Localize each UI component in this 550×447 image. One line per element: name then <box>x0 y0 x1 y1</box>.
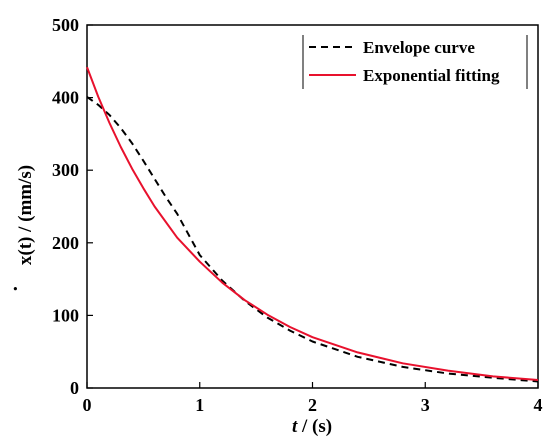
y-axis-label: · x(t) / (mm/s) <box>5 165 36 292</box>
series-line-exponential <box>86 66 539 381</box>
legend: Envelope curve Exponential fitting <box>302 35 528 89</box>
x-tick-label: 4 <box>534 395 543 415</box>
x-axis-label: t / (s) <box>292 416 332 437</box>
legend-label-exponential: Exponential fitting <box>363 66 500 85</box>
x-tick-label: 2 <box>308 395 317 415</box>
x-tick-label: 0 <box>83 395 92 415</box>
series-line-envelope <box>86 96 539 383</box>
y-tick-label: 300 <box>52 160 79 180</box>
y-axis-label-dot: · <box>5 285 27 292</box>
legend-label-envelope: Envelope curve <box>363 38 475 57</box>
y-tick-label: 500 <box>52 15 79 35</box>
y-axis-ticks: 0 100 200 300 400 500 <box>52 15 93 398</box>
y-axis-label-text: x(t) / (mm/s) <box>15 165 36 265</box>
x-axis-ticks: 0 1 2 3 4 <box>83 382 543 415</box>
series-layer <box>86 66 539 383</box>
y-tick-label: 0 <box>70 378 79 398</box>
x-tick-label: 3 <box>421 395 430 415</box>
x-tick-label: 1 <box>195 395 204 415</box>
y-tick-label: 400 <box>52 88 79 108</box>
y-tick-label: 100 <box>52 305 79 325</box>
y-tick-label: 200 <box>52 233 79 253</box>
